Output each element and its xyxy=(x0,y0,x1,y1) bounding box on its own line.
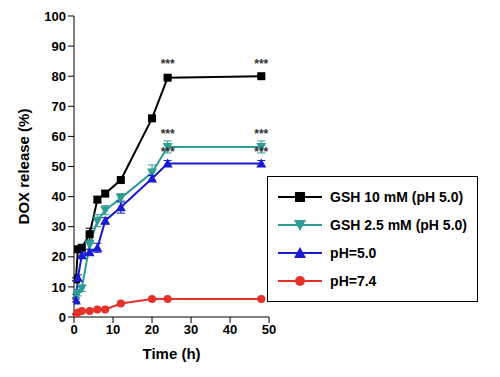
svg-text:***: *** xyxy=(161,57,175,71)
svg-text:80: 80 xyxy=(52,69,66,84)
svg-text:100: 100 xyxy=(44,9,66,24)
svg-text:60: 60 xyxy=(52,129,66,144)
svg-text:30: 30 xyxy=(184,322,198,337)
svg-text:***: *** xyxy=(254,145,268,159)
svg-text:40: 40 xyxy=(223,322,237,337)
svg-text:***: *** xyxy=(254,127,268,141)
svg-text:40: 40 xyxy=(52,189,66,204)
svg-text:20: 20 xyxy=(52,249,66,264)
svg-text:30: 30 xyxy=(52,219,66,234)
svg-text:90: 90 xyxy=(52,39,66,54)
svg-text:20: 20 xyxy=(145,322,159,337)
svg-text:***: *** xyxy=(254,57,268,71)
svg-text:0: 0 xyxy=(70,322,77,337)
svg-text:***: *** xyxy=(161,127,175,141)
svg-text:70: 70 xyxy=(52,99,66,114)
svg-text:10: 10 xyxy=(106,322,120,337)
svg-text:50: 50 xyxy=(52,159,66,174)
svg-text:***: *** xyxy=(161,145,175,159)
svg-text:50: 50 xyxy=(262,322,276,337)
html-text:pH=5.0: pH=5.0 xyxy=(330,245,377,261)
html-text:pH=7.4: pH=7.4 xyxy=(330,273,377,289)
svg-text:Time (h): Time (h) xyxy=(143,345,201,362)
html-text:GSH 10 mM (pH 5.0): GSH 10 mM (pH 5.0) xyxy=(330,189,464,205)
svg-text:DOX release (%): DOX release (%) xyxy=(15,109,32,225)
svg-text:0: 0 xyxy=(59,310,66,325)
html-text:GSH 2.5 mM (pH 5.0): GSH 2.5 mM (pH 5.0) xyxy=(330,217,467,233)
svg-text:10: 10 xyxy=(52,280,66,295)
